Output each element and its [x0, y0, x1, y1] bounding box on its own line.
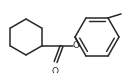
Text: O: O	[51, 67, 58, 73]
Text: O: O	[72, 41, 79, 51]
